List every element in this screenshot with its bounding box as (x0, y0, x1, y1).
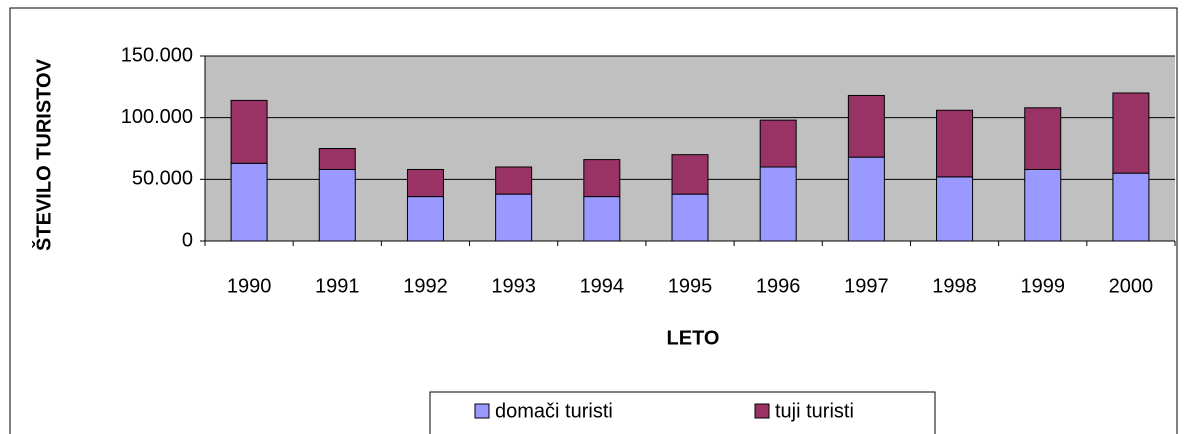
x-tick-label: 1990 (227, 275, 272, 297)
bar-segment (936, 176, 974, 242)
x-tick-label: 1999 (1020, 275, 1065, 297)
bar-segment (847, 94, 885, 158)
bar-segment (759, 119, 797, 168)
y-tick-label: 0 (182, 229, 193, 251)
bar-segment (230, 162, 268, 242)
legend-label: domači turisti (495, 400, 613, 422)
x-tick-label: 1991 (315, 275, 360, 297)
x-axis-title: LETO (667, 327, 720, 349)
x-tick-label: 1996 (756, 275, 801, 297)
bar-segment (1112, 92, 1150, 174)
bar-segment (1024, 168, 1062, 242)
bar-segment (318, 168, 356, 242)
y-tick-label: 50.000 (132, 168, 193, 190)
bar-segment (495, 193, 533, 242)
bar-segment (936, 109, 974, 178)
legend-swatch (474, 403, 490, 419)
bar-segment (230, 99, 268, 164)
bar-segment (671, 193, 709, 242)
x-tick-label: 1992 (403, 275, 448, 297)
bar-segment (1112, 172, 1150, 242)
y-tick-label: 150.000 (121, 44, 193, 66)
x-tick-label: 1994 (580, 275, 625, 297)
y-tick-label: 100.000 (121, 106, 193, 128)
x-tick-label: 1998 (932, 275, 977, 297)
bar-segment (406, 168, 444, 198)
x-tick-label: 1993 (491, 275, 536, 297)
x-tick-label: 2000 (1109, 275, 1154, 297)
bar-segment (671, 154, 709, 195)
bar-segment (847, 156, 885, 242)
bar-segment (406, 196, 444, 242)
legend-swatch (754, 403, 770, 419)
bar-segment (583, 159, 621, 198)
legend-label: tuji turisti (775, 400, 854, 422)
bar-segment (759, 166, 797, 242)
bar-segment (495, 166, 533, 195)
bar-segment (583, 196, 621, 242)
bar-segment (318, 148, 356, 170)
x-tick-label: 1995 (668, 275, 713, 297)
y-axis-title: ŠTEVILO TURISTOV (31, 58, 55, 251)
bar-segment (1024, 107, 1062, 170)
legend-box (429, 391, 936, 434)
x-tick-label: 1997 (844, 275, 889, 297)
